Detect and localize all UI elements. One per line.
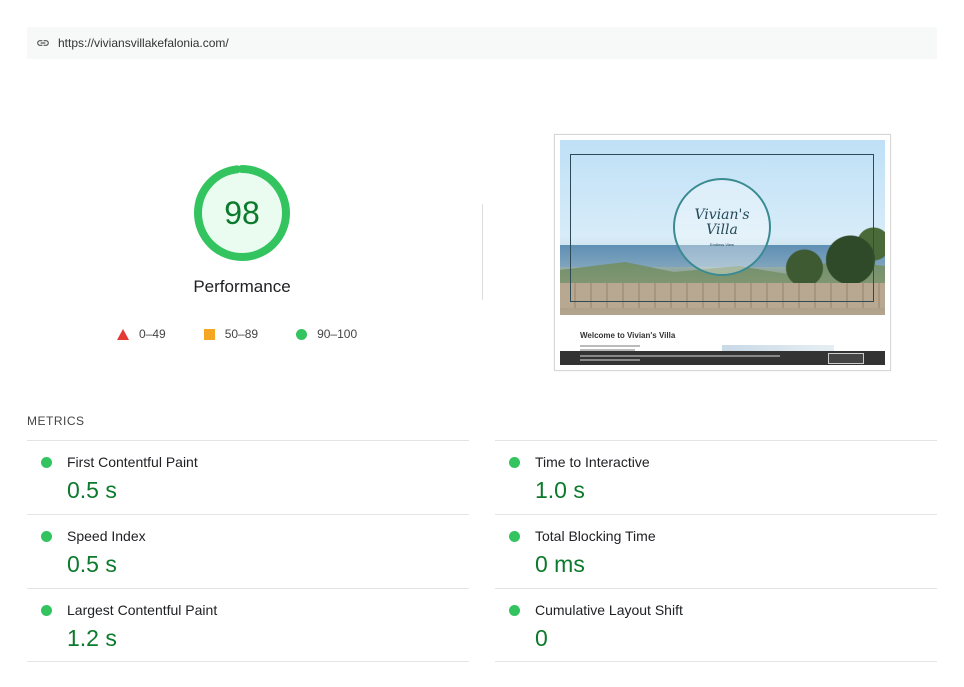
metric-total-blocking-time[interactable]: Total Blocking Time 0 ms <box>495 514 937 588</box>
hero-frame <box>570 154 874 302</box>
score-legend: 0–49 50–89 90–100 <box>117 327 395 341</box>
pass-circle-icon <box>41 457 52 468</box>
final-screenshot[interactable]: Vivian's Villa Endless View Welcome to V… <box>554 134 891 371</box>
performance-score: 98 <box>224 194 260 231</box>
legend-item-pass: 90–100 <box>296 327 357 341</box>
pass-circle-icon <box>509 457 520 468</box>
text-line <box>580 349 635 351</box>
pass-circle-icon <box>509 531 520 542</box>
cookie-text-line <box>580 355 780 357</box>
page-url[interactable]: https://viviansvillakefalonia.com/ <box>58 36 229 50</box>
legend-label-fail: 0–49 <box>139 327 166 341</box>
vertical-divider <box>482 204 483 300</box>
pass-circle-icon <box>41 605 52 616</box>
logo-line-2: Villa <box>706 221 738 238</box>
url-bar: https://viviansvillakefalonia.com/ <box>27 27 937 59</box>
metric-value: 0 <box>535 625 548 651</box>
metrics-bottom-divider <box>27 661 469 662</box>
metric-name: Cumulative Layout Shift <box>535 602 683 618</box>
square-icon <box>203 328 215 340</box>
metric-value: 0.5 s <box>67 477 117 503</box>
gauge-ring <box>194 165 290 261</box>
metric-name: Largest Contentful Paint <box>67 602 218 618</box>
villa-logo: Vivian's Villa Endless View <box>673 178 771 276</box>
metric-time-to-interactive[interactable]: Time to Interactive 1.0 s <box>495 440 937 514</box>
cookie-accept-button <box>828 353 864 364</box>
metric-speed-index[interactable]: Speed Index 0.5 s <box>27 514 469 588</box>
hero-wall <box>560 283 885 308</box>
metric-first-contentful-paint[interactable]: First Contentful Paint 0.5 s <box>27 440 469 514</box>
metric-value: 0 ms <box>535 551 585 577</box>
metric-value: 0.5 s <box>67 551 117 577</box>
cookie-text-line <box>580 359 640 361</box>
metric-value: 1.0 s <box>535 477 585 503</box>
screenshot-heading: Welcome to Vivian's Villa <box>580 331 676 340</box>
legend-item-average: 50–89 <box>203 327 259 341</box>
metric-name: Speed Index <box>67 528 146 544</box>
metric-cumulative-layout-shift[interactable]: Cumulative Layout Shift 0 <box>495 588 937 662</box>
link-icon <box>36 36 50 50</box>
logo-line-1: Vivian's <box>694 206 750 223</box>
legend-label-pass: 90–100 <box>317 327 358 341</box>
pass-circle-icon <box>509 605 520 616</box>
metric-name: First Contentful Paint <box>67 454 198 470</box>
circle-icon <box>296 328 308 340</box>
cookie-banner <box>560 351 885 365</box>
logo-subtitle: Endless View <box>710 241 734 247</box>
screenshot-content: Vivian's Villa Endless View Welcome to V… <box>560 140 885 365</box>
legend-item-fail: 0–49 <box>117 327 166 341</box>
text-line <box>580 345 640 347</box>
pass-circle-icon <box>41 531 52 542</box>
triangle-icon <box>117 328 129 340</box>
metrics-heading: METRICS <box>27 414 85 428</box>
metric-name: Total Blocking Time <box>535 528 656 544</box>
legend-label-average: 50–89 <box>224 327 259 341</box>
metric-name: Time to Interactive <box>535 454 650 470</box>
metric-value: 1.2 s <box>67 625 117 651</box>
performance-gauge: 98 <box>192 163 292 263</box>
metrics-bottom-divider <box>495 661 937 662</box>
metric-largest-contentful-paint[interactable]: Largest Contentful Paint 1.2 s <box>27 588 469 662</box>
gauge-title: Performance <box>193 277 291 296</box>
